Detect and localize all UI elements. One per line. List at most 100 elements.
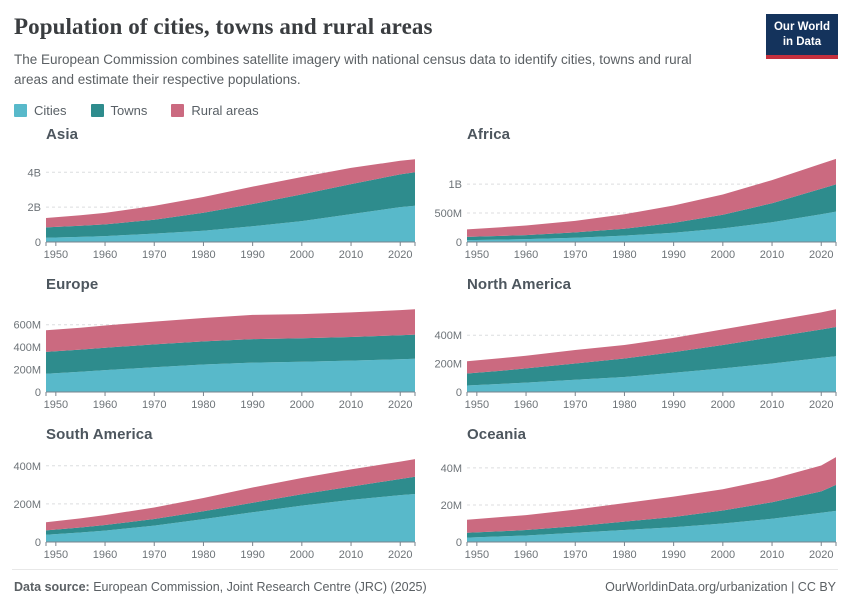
x-tick-label: 1960	[93, 549, 117, 561]
legend: Cities Towns Rural areas	[14, 103, 838, 118]
y-tick-label: 0	[35, 237, 41, 249]
owid-logo-line2: in Data	[782, 35, 822, 48]
x-tick-label: 1950	[465, 249, 489, 261]
towns-area	[46, 172, 415, 238]
y-tick-label: 40M	[441, 463, 462, 475]
x-tick-label: 1980	[612, 399, 636, 411]
rural-area	[467, 158, 836, 237]
x-tick-label: 2000	[290, 399, 314, 411]
y-tick-label: 1B	[449, 179, 462, 191]
chart-africa: 0 500M 1B 1950 1960 1970 1980 1990 2000 2010 2020	[433, 147, 838, 269]
x-tick-label: 2020	[809, 249, 833, 261]
owid-logo-line1: Our World	[773, 21, 830, 33]
towns-area	[467, 184, 836, 241]
x-tick-label: 2000	[290, 549, 314, 561]
cities-area	[46, 493, 415, 542]
chart-europe: 0 200M 400M 600M 1950 1960 1970 1980 1990 2000 201…	[12, 297, 417, 419]
x-tick-label: 2010	[760, 249, 784, 261]
x-tick-label: 2010	[760, 549, 784, 561]
charts-grid: Asia 0 2B 4B 1950 1960 1970 1980 1990 2000 2010 20…	[12, 126, 838, 569]
y-tick-label: 0	[456, 537, 462, 549]
legend-label: Rural areas	[191, 102, 259, 118]
chart-canvas-oceania: 0 20M 40M 1950 1960 1970 1980 1990 2000 2010 2020	[441, 457, 837, 561]
x-tick-label: 1960	[514, 399, 538, 411]
legend-item-towns[interactable]: Towns	[90, 102, 148, 118]
rural-area	[46, 459, 415, 531]
chart-asia: 0 2B 4B 1950 1960 1970 1980 1990 2000 2010 2020	[12, 147, 417, 269]
towns-area	[46, 334, 415, 374]
x-tick-label: 1970	[142, 249, 166, 261]
legend-label: Towns	[110, 102, 148, 118]
chart-title-north-america: North America	[467, 275, 572, 293]
x-tick-label: 1970	[563, 549, 587, 561]
x-tick-label: 2010	[339, 399, 363, 411]
rural-area	[46, 159, 415, 228]
rural-area	[46, 309, 415, 352]
x-tick-label: 2000	[290, 249, 314, 261]
x-tick-label: 1980	[612, 249, 636, 261]
chart-canvas-europe: 0 200M 400M 600M 1950 1960 1970 1980 1990 2000 201…	[13, 309, 416, 411]
x-tick-label: 2020	[809, 549, 833, 561]
footer-source-label: Data source:	[14, 579, 90, 594]
y-tick-label: 200M	[13, 365, 41, 377]
chart-canvas-asia: 0 2B 4B 1950 1960 1970 1980 1990 2000 2010 2020	[28, 159, 416, 261]
x-tick-label: 2000	[711, 249, 735, 261]
x-tick-label: 1950	[465, 549, 489, 561]
x-tick-label: 1970	[563, 399, 587, 411]
towns-area	[467, 484, 836, 538]
x-tick-label: 1990	[661, 399, 685, 411]
x-tick-label: 1990	[240, 549, 264, 561]
footer-source-text: European Commission, Joint Research Cent…	[89, 579, 427, 594]
x-tick-label: 1980	[612, 549, 636, 561]
y-tick-label: 4B	[28, 167, 41, 179]
y-tick-label: 600M	[13, 320, 41, 332]
header: Population of cities, towns and rural ar…	[12, 12, 838, 90]
legend-item-cities[interactable]: Cities	[14, 103, 67, 118]
y-tick-label: 2B	[28, 202, 41, 214]
rural-area	[467, 457, 836, 533]
x-tick-label: 1950	[465, 399, 489, 411]
legend-swatch-icon	[14, 103, 27, 117]
legend-swatch-icon	[171, 103, 185, 117]
chart-title-africa: Africa	[467, 125, 511, 143]
x-tick-label: 1970	[142, 399, 166, 411]
owid-logo[interactable]: Our World in Data	[765, 14, 838, 59]
rural-area	[467, 309, 836, 374]
chart-panel-africa: Africa 0 500M 1B 1950 1960 1970 1980 1990 2000 20…	[433, 126, 838, 269]
x-tick-label: 1950	[44, 549, 68, 561]
x-tick-label: 1970	[142, 549, 166, 561]
x-tick-label: 2000	[711, 549, 735, 561]
chart-oceania: 0 20M 40M 1950 1960 1970 1980 1990 2000 2010 2020	[433, 447, 838, 569]
y-tick-label: 400M	[434, 330, 462, 342]
chart-north-america: 0 200M 400M 1950 1960 1970 1980 1990 2000 2010 202…	[433, 297, 838, 419]
x-tick-label: 2010	[339, 549, 363, 561]
x-tick-label: 1990	[240, 399, 264, 411]
x-tick-label: 2010	[339, 249, 363, 261]
footer-link[interactable]: OurWorldinData.org/urbanization | CC BY	[605, 579, 836, 594]
y-tick-label: 200M	[434, 359, 462, 371]
x-tick-label: 2010	[760, 399, 784, 411]
cities-area	[46, 205, 415, 242]
chart-panel-asia: Asia 0 2B 4B 1950 1960 1970 1980 1990 2000 2010 20…	[12, 126, 417, 269]
x-tick-label: 2020	[388, 249, 412, 261]
x-tick-label: 2000	[711, 399, 735, 411]
towns-area	[46, 476, 415, 535]
y-tick-label: 0	[456, 237, 462, 249]
towns-area	[467, 326, 836, 386]
x-tick-label: 1950	[44, 399, 68, 411]
legend-item-rural-areas[interactable]: Rural areas	[171, 102, 259, 118]
chart-panel-europe: Europe 0 200M 400M 600M 1950 1960 1970 1980 1990…	[12, 276, 417, 419]
y-tick-label: 400M	[13, 342, 41, 354]
y-tick-label: 0	[35, 537, 41, 549]
cities-area	[467, 211, 836, 242]
x-tick-label: 2020	[388, 399, 412, 411]
x-tick-label: 1980	[191, 249, 215, 261]
x-tick-label: 1980	[191, 399, 215, 411]
x-tick-label: 2020	[388, 549, 412, 561]
chart-canvas-africa: 0 500M 1B 1950 1960 1970 1980 1990 2000 2010 2020	[434, 158, 837, 261]
chart-panel-north-america: North America 0 200M 400M 1950 1960 1970 1980 1…	[433, 276, 838, 419]
cities-area	[467, 356, 836, 392]
x-tick-label: 2020	[809, 399, 833, 411]
x-tick-label: 1960	[514, 249, 538, 261]
